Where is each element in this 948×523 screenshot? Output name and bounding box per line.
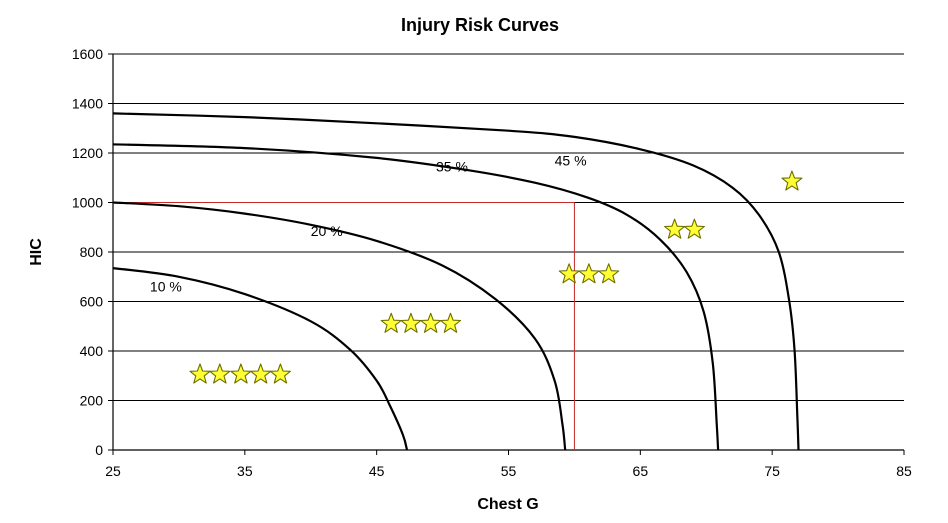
star-icon <box>664 218 686 239</box>
risk-curve <box>112 143 720 451</box>
star-icon <box>209 363 231 384</box>
y-tick-label: 1400 <box>72 96 103 112</box>
x-tick-label: 35 <box>237 463 253 479</box>
x-tick-label: 85 <box>896 463 912 479</box>
axes: 0 200 400 600 800 1000 1200 1400 1600 25 35 45 55 65 7… <box>72 46 912 479</box>
risk-curve <box>112 112 800 451</box>
star-icon <box>380 312 402 333</box>
curve-label: 35 % <box>436 159 468 175</box>
star-icon <box>781 170 803 191</box>
y-axis-label: HIC <box>28 238 45 266</box>
curve-labels: 10 % 20 % 35 % 45 % <box>150 152 587 294</box>
x-tick-label: 25 <box>105 463 121 479</box>
risk-curve <box>112 201 567 451</box>
grid-lines <box>113 53 904 401</box>
y-tick-label: 1000 <box>72 195 103 211</box>
reference-lines <box>113 202 575 450</box>
x-tick-label: 75 <box>764 463 780 479</box>
curve-label: 20 % <box>311 223 343 239</box>
risk-curves <box>112 112 800 451</box>
x-tick-label: 55 <box>501 463 517 479</box>
star-icon <box>269 363 291 384</box>
risk-curve <box>112 267 409 451</box>
x-axis-label: Chest G <box>477 496 538 513</box>
star-icon <box>420 312 442 333</box>
y-tick-label: 400 <box>80 343 104 359</box>
star-icon <box>598 263 620 284</box>
y-tick-label: 800 <box>80 244 104 260</box>
curve-label: 45 % <box>555 152 587 168</box>
y-tick-label: 1200 <box>72 145 103 161</box>
y-tick-label: 200 <box>80 393 104 409</box>
x-tick-label: 45 <box>369 463 385 479</box>
star-icon <box>578 263 600 284</box>
star-icon <box>250 363 272 384</box>
y-tick-label: 600 <box>80 294 104 310</box>
star-ratings <box>189 170 803 384</box>
star-icon <box>400 312 422 333</box>
y-tick-label: 0 <box>95 442 103 458</box>
star-icon <box>439 312 462 333</box>
y-tick-label: 1600 <box>72 46 103 62</box>
star-icon <box>558 263 580 284</box>
curve-label: 10 % <box>150 279 182 295</box>
chart-title: Injury Risk Curves <box>401 15 559 35</box>
star-icon <box>189 363 211 384</box>
star-icon <box>230 363 252 384</box>
star-icon <box>683 218 705 239</box>
x-tick-label: 65 <box>633 463 649 479</box>
